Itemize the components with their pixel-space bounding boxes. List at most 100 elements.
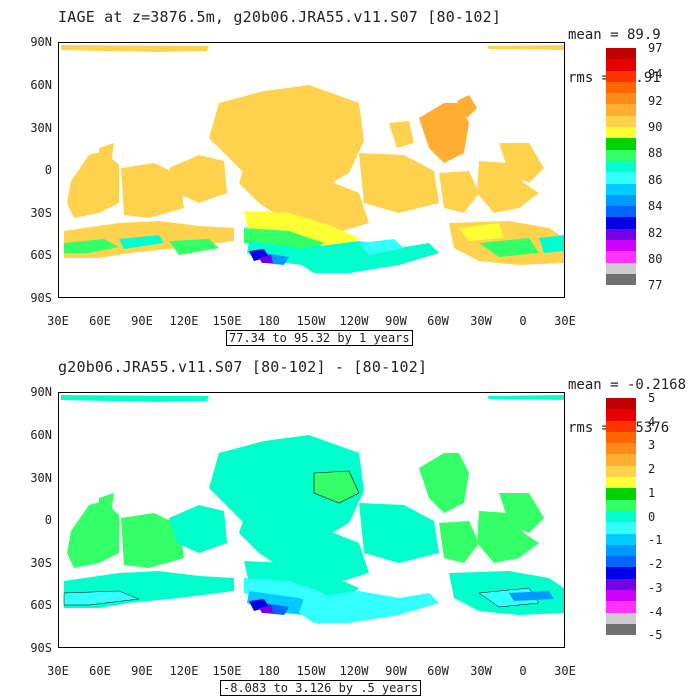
lat-label: 30S	[30, 556, 52, 570]
colorbar-segment	[606, 578, 636, 591]
colorbar-tick-label: -3	[648, 580, 663, 595]
colorbar-tick-label: 84	[648, 199, 663, 214]
lat-label: 90N	[30, 35, 52, 49]
lon-label: 90E	[131, 664, 153, 678]
colorbar-segment	[606, 48, 636, 60]
colorbar-segment	[606, 556, 636, 568]
map-plot-area	[58, 42, 565, 298]
colorbar-segment	[606, 59, 636, 71]
colorbar-tick-label: 86	[648, 172, 663, 187]
lat-label: 30N	[30, 121, 52, 135]
colorbar-segment	[606, 522, 636, 534]
colorbar-segment	[606, 420, 636, 432]
lon-label: 120W	[339, 664, 369, 678]
map-plot-area	[58, 392, 565, 648]
colorbar-tick-label: 77	[648, 278, 663, 293]
colorbar-segment	[606, 160, 636, 173]
colorbar-segment	[606, 544, 636, 557]
lat-label: 60S	[30, 248, 52, 262]
lat-label: 90S	[30, 291, 52, 305]
colorbar-segment	[606, 240, 636, 252]
colorbar-tick-label: 90	[648, 120, 663, 135]
colorbar-segment	[606, 251, 636, 263]
colorbar-segment	[606, 81, 636, 94]
contour-range-box: 77.34 to 95.32 by 1 years	[226, 330, 413, 346]
colorbar-tick-label: 82	[648, 225, 663, 240]
colorbar-tick-label: 1	[648, 485, 656, 500]
lon-label: 90W	[385, 664, 407, 678]
contour-range-box: -8.083 to 3.126 by .5 years	[220, 680, 422, 696]
colorbar-segment	[606, 477, 636, 489]
colorbar-segment	[606, 601, 636, 613]
lon-label: 0	[519, 664, 527, 678]
lat-label: 30S	[30, 206, 52, 220]
colorbar-tick-label: 94	[648, 67, 663, 82]
lon-label: 30E	[554, 664, 576, 678]
lon-label: 30E	[554, 314, 576, 328]
colorbar-segment	[606, 623, 636, 636]
colorbar-segment	[606, 104, 636, 116]
colorbar-segment	[606, 172, 636, 184]
lon-label: 150W	[296, 314, 326, 328]
lat-label: 60S	[30, 598, 52, 612]
colorbar-segment	[606, 228, 636, 241]
lon-label: 60W	[427, 664, 449, 678]
lon-label: 30E	[47, 664, 69, 678]
colorbar-segment	[606, 612, 636, 624]
colorbar-segment	[606, 488, 636, 500]
colorbar-segment	[606, 533, 636, 545]
lon-label: 60E	[89, 664, 111, 678]
colorbar	[606, 398, 636, 636]
lon-label: 120W	[339, 314, 369, 328]
colorbar-tick-label: 88	[648, 146, 663, 161]
panel-title: IAGE at z=3876.5m, g20b06.JRA55.v11.S07 …	[58, 8, 502, 26]
colorbar-segment	[606, 510, 636, 523]
mean-value: mean = -0.2168	[568, 377, 687, 393]
colorbar-segment	[606, 590, 636, 602]
colorbar-segment	[606, 115, 636, 128]
colorbar-segment	[606, 454, 636, 466]
colorbar-tick-label: 97	[648, 41, 663, 55]
lat-label: 0	[44, 163, 52, 177]
colorbar-tick-label: 92	[648, 93, 663, 108]
lon-label: 0	[519, 314, 527, 328]
lon-label: 180	[258, 664, 280, 678]
colorbar-segment	[606, 93, 636, 105]
panel-difference: g20b06.JRA55.v11.S07 [80-102] - [80-102]…	[0, 350, 700, 700]
colorbar-segment	[606, 149, 636, 161]
colorbar-segment	[606, 398, 636, 410]
ocean-difference-map	[61, 395, 564, 623]
lon-label: 120E	[169, 664, 199, 678]
lon-label: 30W	[470, 664, 492, 678]
colorbar-segment	[606, 183, 636, 195]
colorbar-segment	[606, 217, 636, 229]
colorbar-segment	[606, 70, 636, 82]
lat-label: 60N	[30, 428, 52, 442]
lat-label: 60N	[30, 78, 52, 92]
lon-label: 30W	[470, 314, 492, 328]
colorbar-tick-label: 4	[648, 414, 656, 429]
lon-label: 120E	[169, 314, 199, 328]
lon-label: 90W	[385, 314, 407, 328]
colorbar-tick-label: 2	[648, 462, 656, 477]
lat-label: 0	[44, 513, 52, 527]
lon-label: 150E	[212, 664, 242, 678]
colorbar-tick-label: -4	[648, 604, 663, 619]
lon-label: 180	[258, 314, 280, 328]
colorbar-segment	[606, 567, 636, 579]
lon-label: 60E	[89, 314, 111, 328]
lat-label: 90N	[30, 385, 52, 399]
colorbar-segment	[606, 273, 636, 286]
lon-label: 150E	[212, 314, 242, 328]
colorbar-tick-label: 0	[648, 509, 656, 524]
colorbar-tick-label: 80	[648, 251, 663, 266]
ocean-field-map	[61, 45, 564, 273]
colorbar-segment	[606, 138, 636, 150]
colorbar-segment	[606, 465, 636, 478]
lon-label: 30E	[47, 314, 69, 328]
colorbar-segment	[606, 262, 636, 274]
colorbar-segment	[606, 127, 636, 139]
colorbar-segment	[606, 206, 636, 218]
colorbar	[606, 48, 636, 286]
lon-label: 150W	[296, 664, 326, 678]
